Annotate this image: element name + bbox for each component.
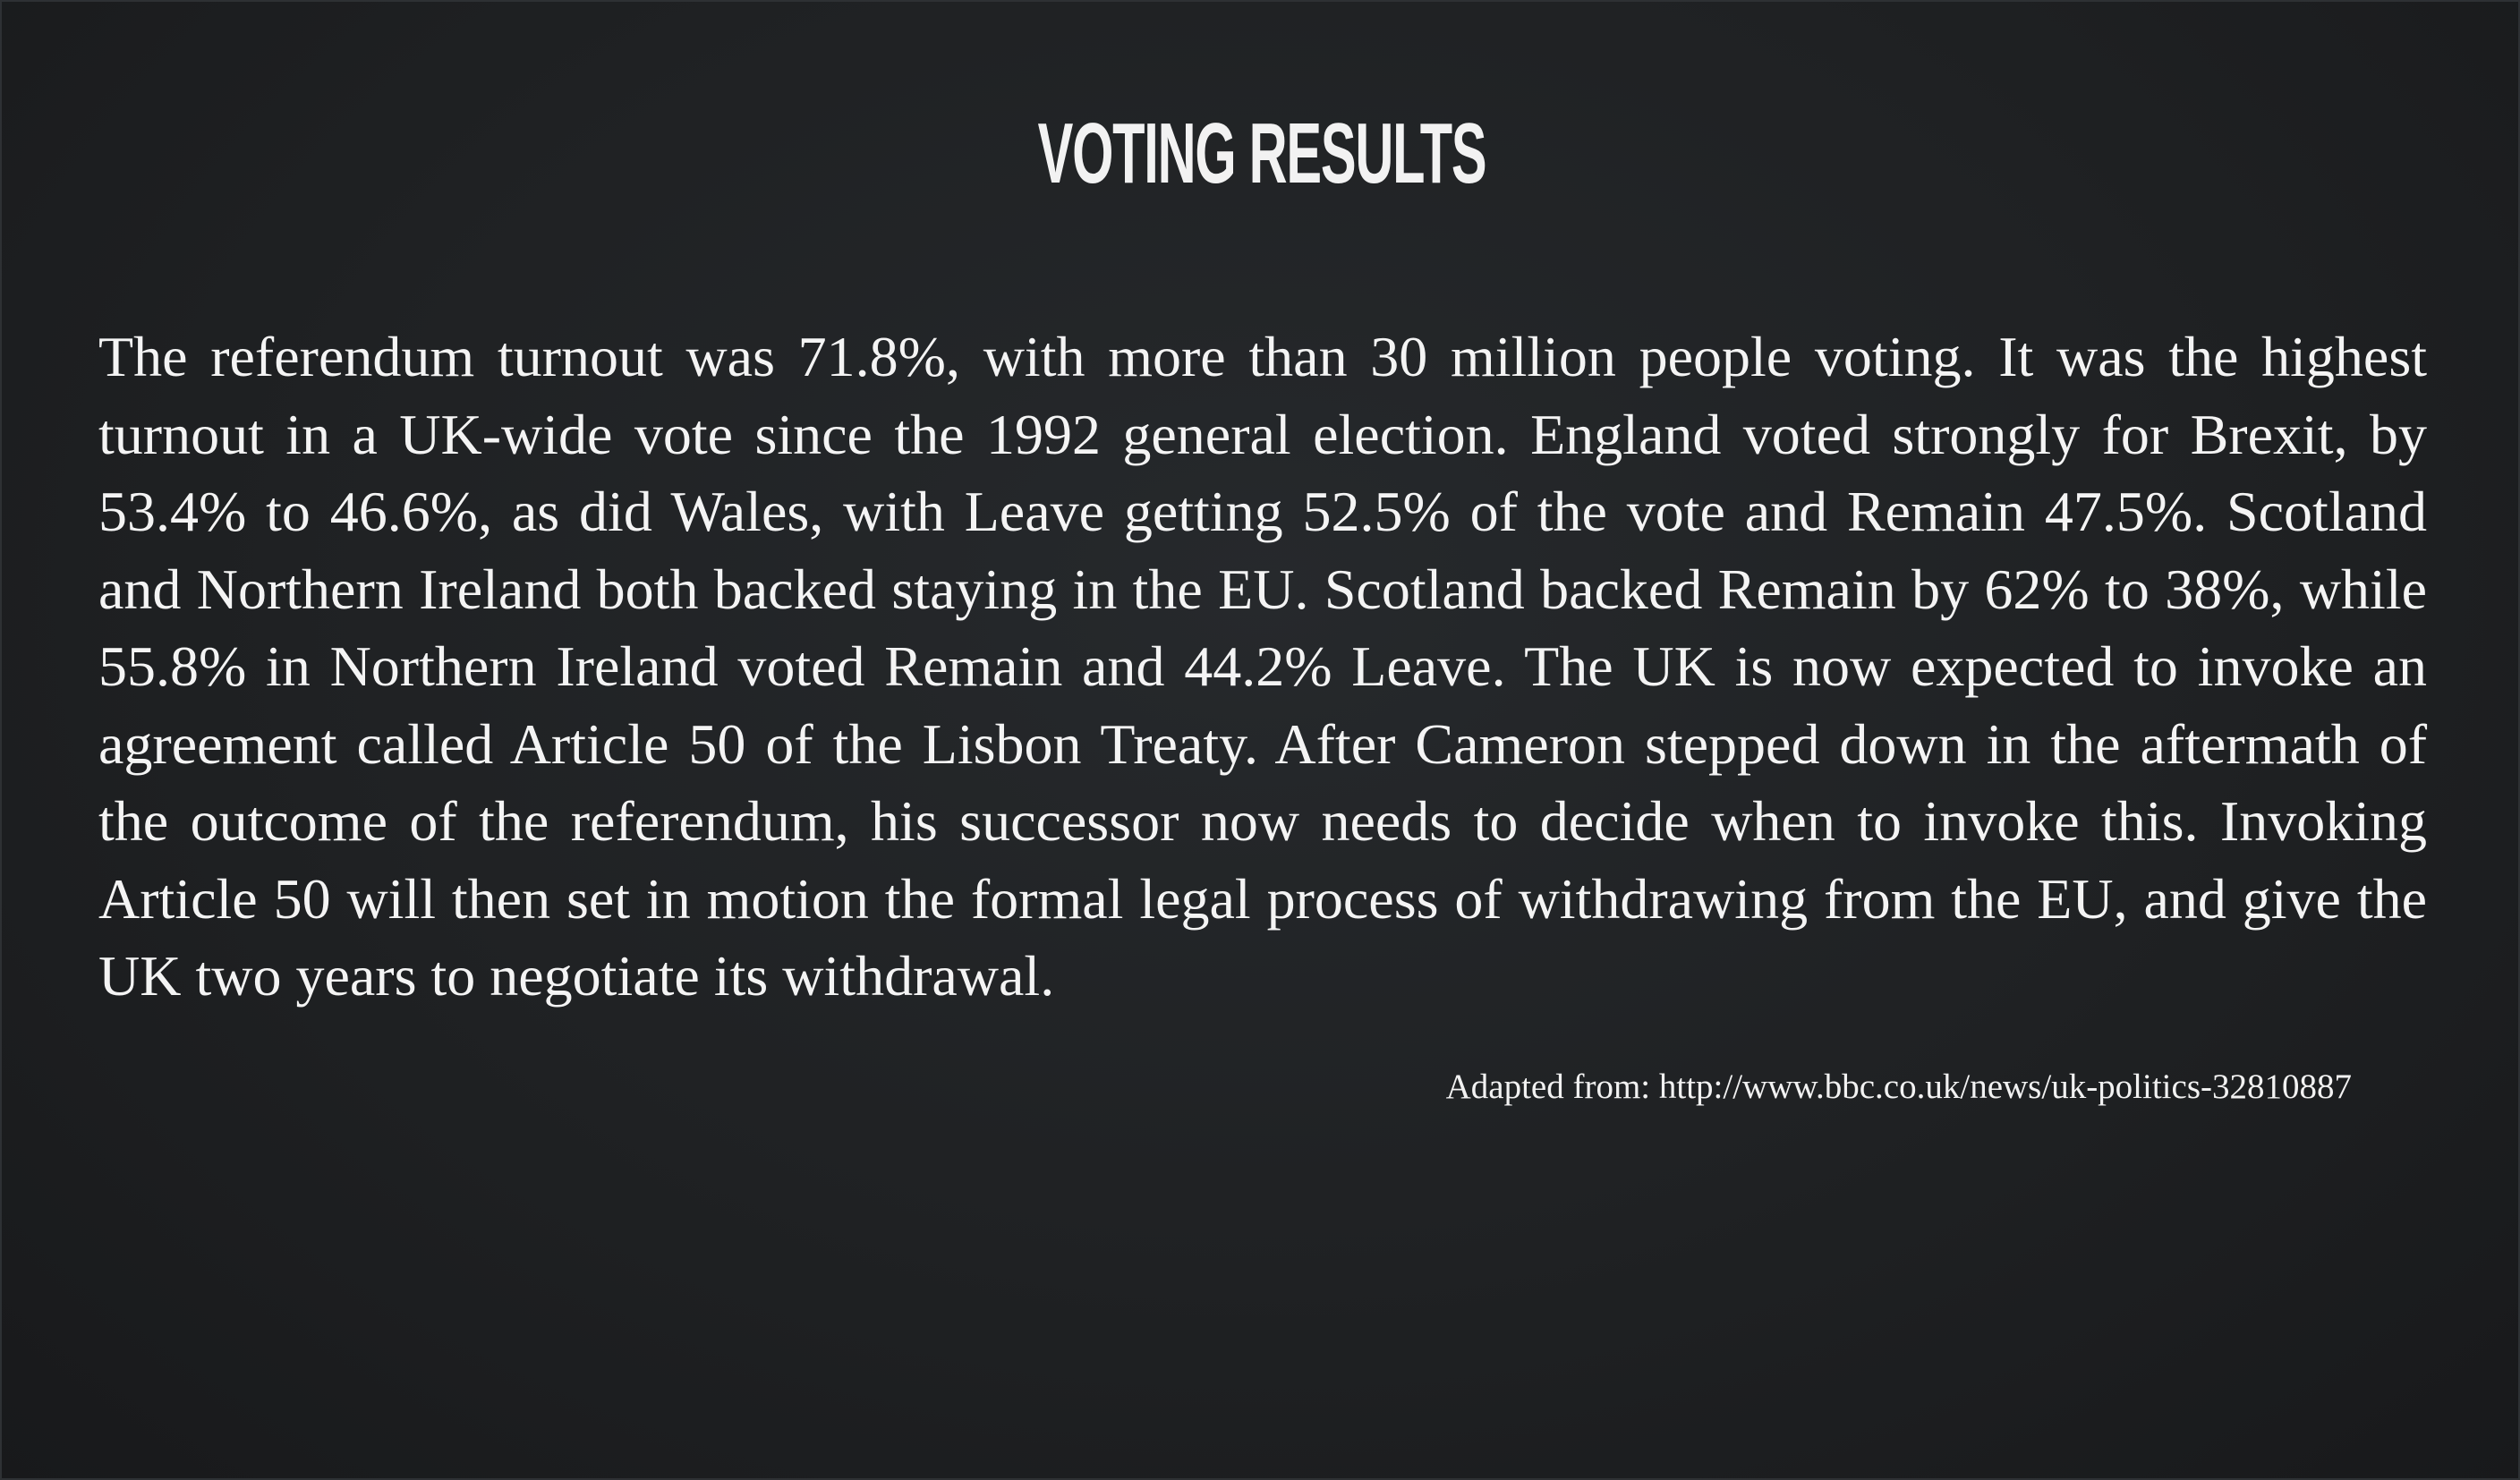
slide-title: VOTING RESULTS xyxy=(1037,106,1487,201)
body-paragraph: The referendum turnout was 71.8%, with m… xyxy=(98,325,2427,1008)
source-citation: Adapted from: http://www.bbc.co.uk/news/… xyxy=(1445,1067,2352,1106)
